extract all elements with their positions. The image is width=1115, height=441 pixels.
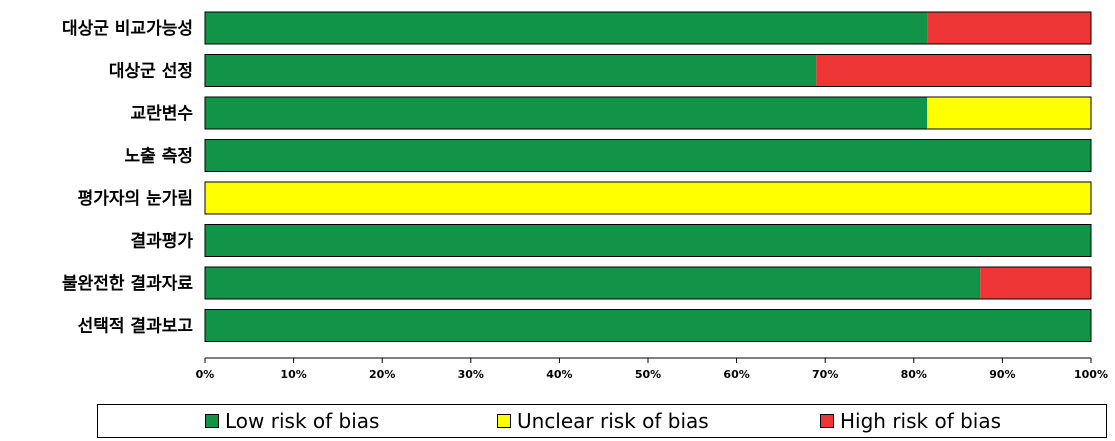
bar-segment-unclear	[205, 182, 1091, 214]
x-tick-label: 40%	[546, 368, 572, 381]
category-label: 결과평가	[130, 232, 193, 252]
x-tick-label: 30%	[458, 368, 484, 381]
bar-outline	[204, 224, 1092, 257]
legend-item-low: Low risk of bias	[205, 405, 379, 437]
bar-outline	[204, 96, 1092, 130]
category-label: 교란변수	[130, 104, 193, 124]
legend-swatch-low	[205, 414, 219, 428]
x-tick-label: 50%	[635, 368, 661, 381]
bar-outline	[204, 309, 1092, 342]
category-label: 노출 측정	[125, 147, 193, 167]
bar-segment-high	[927, 12, 1091, 44]
bar-segment-low	[205, 267, 981, 299]
category-label: 평가자의 눈가림	[78, 189, 193, 209]
bar-segment-low	[205, 224, 1091, 257]
x-axis: 0% 10% 20% 30% 40% 50% 60% 70% 80% 90% 100%	[196, 357, 1108, 381]
legend: Low risk of bias Unclear risk of bias Hi…	[97, 404, 1107, 438]
category-label: 대상군 선정	[109, 62, 193, 82]
bar-segment-high	[816, 54, 1091, 87]
legend-label-unclear: Unclear risk of bias	[517, 409, 709, 433]
bar-segment-low	[205, 139, 1091, 172]
legend-swatch-high	[820, 414, 834, 428]
category-label: 불완전한 결과자료	[62, 274, 193, 294]
legend-item-high: High risk of bias	[820, 405, 1001, 437]
x-tick-label: 70%	[812, 368, 838, 381]
bar-outline	[204, 139, 1092, 172]
category-label: 대상군 비교가능성	[62, 19, 193, 39]
x-tick-label: 100%	[1074, 368, 1108, 381]
x-tick-label: 60%	[723, 368, 749, 381]
bar-segment-high	[980, 267, 1091, 299]
x-tick-label: 20%	[369, 368, 395, 381]
x-tick-label: 90%	[989, 368, 1015, 381]
bar-segment-low	[205, 97, 928, 129]
bar-outline	[204, 266, 1092, 300]
bar-outline	[204, 54, 1092, 87]
x-tick-label: 0%	[196, 368, 215, 381]
legend-label-high: High risk of bias	[840, 409, 1002, 433]
category-label: 선택적 결과보고	[78, 317, 194, 337]
legend-label-low: Low risk of bias	[225, 409, 380, 433]
bar-segment-low	[205, 54, 817, 87]
bar-outline	[204, 11, 1092, 45]
x-tick-label: 10%	[280, 368, 306, 381]
bars-group	[204, 11, 1092, 342]
x-tick-label: 80%	[901, 368, 927, 381]
bar-segment-low	[205, 309, 1091, 342]
legend-item-unclear: Unclear risk of bias	[497, 405, 709, 437]
bar-segment-low	[205, 12, 928, 44]
bar-outline	[204, 181, 1092, 215]
bar-segment-unclear	[927, 97, 1091, 129]
legend-swatch-unclear	[497, 414, 511, 428]
